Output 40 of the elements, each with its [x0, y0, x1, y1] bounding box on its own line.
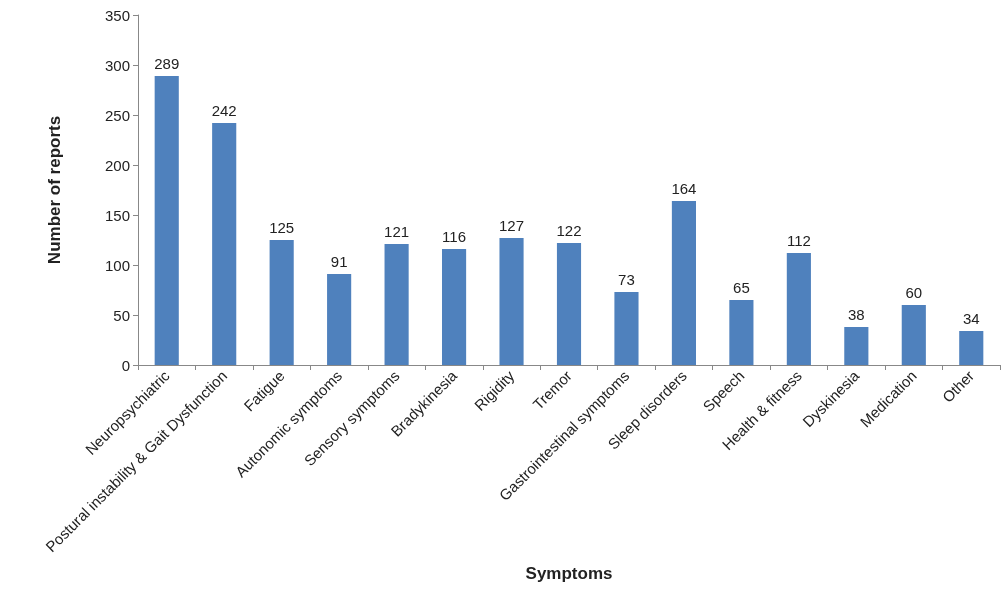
bar: [671, 201, 696, 365]
data-label: 91: [330, 253, 348, 270]
y-tick-label: 300: [104, 56, 130, 74]
y-tick-label: 150: [104, 206, 130, 224]
bar: [786, 253, 811, 365]
data-label: 73: [618, 271, 635, 288]
bar: [901, 305, 926, 365]
y-tick-label: 0: [121, 356, 130, 374]
data-label: 116: [442, 228, 467, 245]
data-label: 127: [499, 217, 525, 234]
bar: [844, 327, 869, 365]
data-label: 65: [733, 279, 750, 296]
y-axis-title: Number of reports: [45, 115, 64, 265]
bar: [959, 331, 984, 365]
bar: [729, 300, 754, 365]
bar: [327, 274, 352, 365]
bar: [154, 76, 179, 365]
bar: [556, 243, 582, 365]
data-label: 125: [269, 219, 295, 236]
bar: [614, 292, 639, 365]
data-label: 121: [384, 223, 410, 240]
data-label: 34: [962, 310, 980, 327]
bar: [442, 249, 467, 365]
data-label: 164: [671, 180, 697, 197]
data-label: 38: [847, 306, 865, 323]
bar: [499, 238, 524, 365]
x-axis-title: Symptoms: [525, 564, 613, 583]
y-tick-label: 100: [104, 256, 130, 274]
bar: [384, 244, 409, 365]
bar: [212, 123, 237, 365]
data-label: 60: [905, 284, 923, 301]
y-tick-label: 200: [104, 156, 130, 174]
y-tick-label: 350: [104, 6, 130, 24]
y-tick-label: 250: [104, 106, 130, 124]
y-tick-label: 50: [113, 306, 130, 324]
data-label: 242: [211, 102, 237, 119]
data-label: 289: [154, 55, 180, 72]
bar: [269, 240, 294, 365]
data-label: 122: [556, 222, 582, 239]
data-label: 112: [786, 232, 811, 249]
